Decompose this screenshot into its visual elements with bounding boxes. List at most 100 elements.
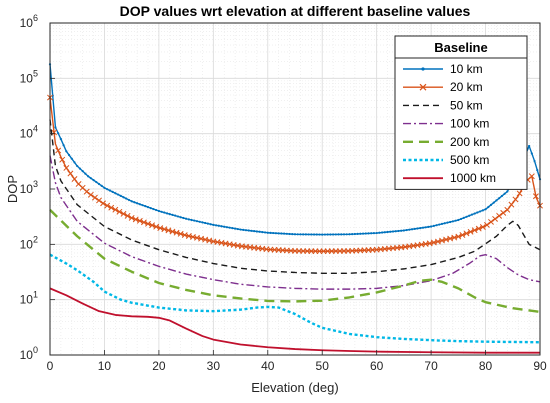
data-point (133, 201, 136, 204)
data-point (372, 232, 376, 235)
data-point (386, 230, 389, 234)
data-point (504, 206, 511, 213)
data-point (119, 194, 122, 197)
data-point (120, 210, 127, 217)
data-point (479, 210, 482, 213)
data-point (489, 203, 493, 206)
data-point (263, 231, 267, 234)
data-point (171, 213, 174, 216)
data-point (402, 229, 405, 232)
data-point (304, 233, 307, 236)
y-tick-label: 106 (20, 13, 38, 30)
data-point (138, 203, 141, 206)
data-point (163, 211, 166, 214)
data-point (455, 233, 462, 240)
data-point (516, 190, 523, 197)
x-tick-label: 70 (424, 359, 438, 373)
x-tick-label: 10 (98, 359, 112, 373)
series-line-500-km (49, 253, 541, 344)
data-point (261, 231, 264, 234)
data-point (149, 222, 156, 229)
legend-item: 100 km (403, 117, 489, 131)
data-point (214, 224, 218, 227)
data-point (528, 173, 535, 180)
data-point (89, 177, 92, 180)
data-point (467, 228, 474, 235)
data-point (397, 229, 400, 233)
data-point (220, 225, 223, 228)
x-tick-label: 90 (533, 359, 547, 373)
data-point (127, 198, 131, 202)
data-point (103, 186, 106, 189)
data-point (70, 157, 73, 160)
data-point (269, 231, 272, 234)
data-point (247, 229, 250, 232)
data-point (424, 226, 427, 229)
data-point (345, 233, 348, 236)
data-point (391, 230, 395, 233)
data-point (413, 227, 416, 230)
data-point (408, 228, 411, 231)
data-point (334, 233, 337, 236)
data-point (483, 221, 490, 228)
data-point (512, 196, 519, 203)
data-point (108, 204, 115, 211)
data-point (340, 233, 343, 236)
data-point (106, 188, 109, 191)
data-point (87, 175, 90, 178)
data-point (495, 199, 498, 202)
data-point (81, 170, 84, 173)
data-point (296, 233, 299, 236)
data-point (116, 193, 120, 196)
data-point (508, 201, 515, 208)
data-point (299, 233, 302, 236)
data-point (307, 233, 310, 236)
data-point (95, 180, 98, 184)
data-point (209, 223, 212, 226)
data-point (312, 233, 316, 236)
data-point (59, 137, 62, 141)
data-point (234, 227, 237, 230)
data-point (255, 230, 258, 233)
x-tick-label: 0 (47, 359, 54, 373)
y-tick-label: 105 (20, 68, 38, 85)
data-point (492, 201, 495, 204)
data-point (155, 208, 158, 212)
data-point (146, 206, 150, 209)
data-point (435, 224, 438, 227)
data-point (272, 231, 275, 235)
data-point (419, 226, 422, 230)
legend-item: 200 km (403, 135, 489, 149)
data-point (533, 159, 536, 163)
data-point (329, 233, 332, 236)
data-point (201, 221, 204, 224)
data-point (111, 190, 114, 193)
data-point (528, 144, 531, 148)
data-point (500, 209, 507, 216)
data-point (432, 224, 435, 227)
data-point (427, 225, 430, 229)
data-point (449, 220, 452, 224)
y-tick-label: 103 (20, 179, 38, 196)
data-point (342, 233, 346, 236)
data-point (122, 196, 125, 199)
data-point (359, 232, 362, 235)
data-point (463, 230, 470, 237)
data-point (87, 191, 94, 198)
data-point (315, 233, 318, 236)
series-line-100-km (49, 155, 541, 290)
data-point (285, 232, 288, 235)
legend-label: 500 km (450, 153, 489, 167)
data-point (76, 164, 79, 168)
data-point (71, 176, 78, 182)
legend-label: 200 km (450, 135, 489, 149)
data-point (465, 215, 468, 218)
data-point (457, 218, 460, 222)
data-point (506, 190, 509, 193)
data-point (84, 172, 87, 175)
data-point (228, 226, 231, 229)
data-point (217, 224, 220, 227)
data-point (421, 226, 425, 229)
data-point (475, 225, 482, 232)
